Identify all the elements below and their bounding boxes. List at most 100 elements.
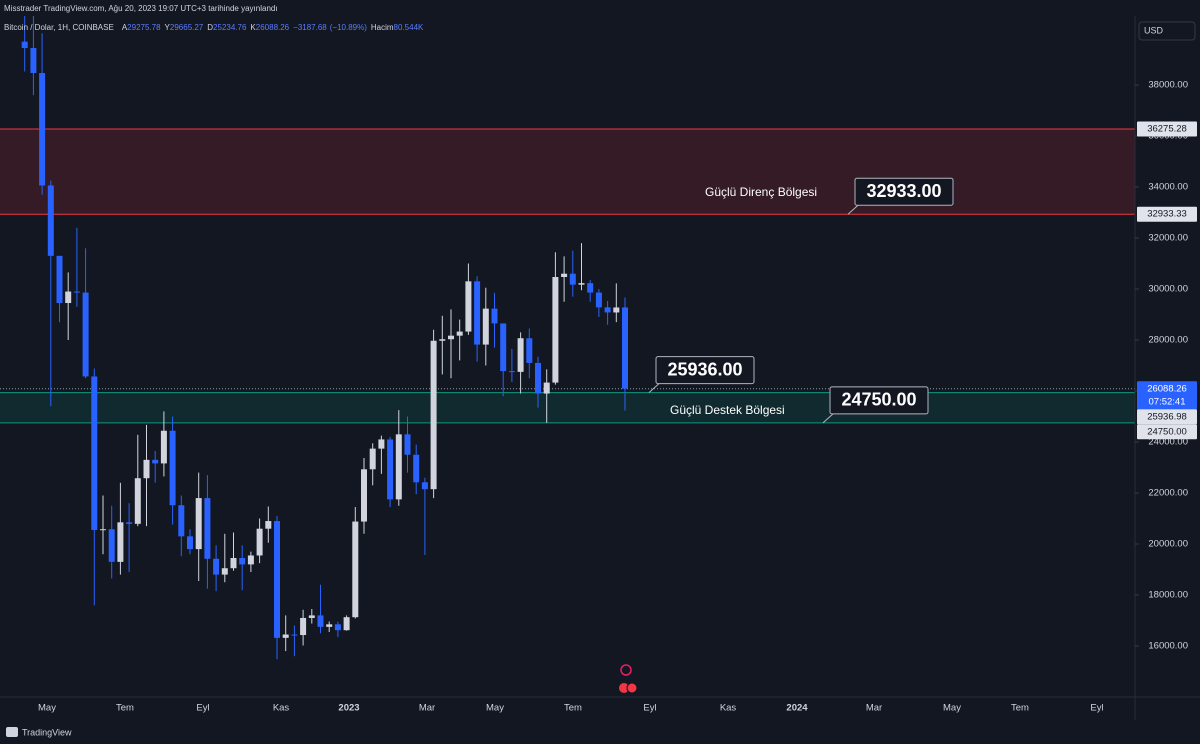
candle-body — [622, 307, 628, 389]
candle-body — [230, 558, 237, 569]
overlay-layer: Güçlü Direnç Bölgesi Güçlü Destek Bölgesi… — [648, 177, 954, 424]
volume-label: Hacim — [371, 23, 394, 32]
candle-body — [239, 558, 246, 565]
candle-body — [343, 617, 350, 631]
candle-body — [247, 555, 254, 565]
logo — [6, 727, 18, 737]
event-icon[interactable] — [619, 683, 629, 693]
countdown: 07:52:41 — [1149, 396, 1186, 407]
ohlc-prefix: Y — [165, 23, 171, 32]
candle-body — [587, 283, 594, 293]
candle-body — [561, 273, 568, 278]
ohlc-prefix: D — [207, 23, 213, 32]
candle-body — [308, 615, 315, 618]
candle-body — [604, 307, 611, 313]
change: −3187.68 — [293, 23, 327, 32]
callout-label: 25936.00 — [667, 359, 742, 379]
candle-body — [100, 529, 106, 531]
candle-body — [160, 430, 167, 464]
x-tick-label: Kas — [273, 703, 290, 714]
ohlc-prefix: A — [122, 23, 128, 32]
x-tick-label: Eyl — [1090, 703, 1103, 714]
candle-body — [430, 340, 437, 490]
y-tick-label: 34000.00 — [1148, 182, 1188, 193]
candle-body — [378, 439, 385, 449]
candle-body — [56, 255, 63, 304]
y-tick-label: 38000.00 — [1148, 80, 1188, 91]
candle-body — [300, 617, 307, 636]
ohlc-value: 26088.26 — [256, 23, 290, 32]
candle-body — [352, 521, 359, 618]
candle-body — [526, 338, 533, 363]
ohlc-prefix: K — [250, 23, 256, 32]
zone — [0, 392, 1135, 423]
x-tick-label: Mar — [866, 703, 882, 714]
zone — [0, 128, 1135, 215]
y-tick-label: 22000.00 — [1148, 488, 1188, 499]
symbol: Bitcoin / Dolar, 1H, COINBASE — [4, 23, 114, 32]
callout-label: 32933.00 — [866, 181, 941, 201]
ohlc-value: 25234.76 — [213, 23, 247, 32]
price-tag — [1137, 409, 1197, 425]
candle-body — [47, 185, 54, 256]
candle-body — [595, 292, 602, 308]
price-tag-label: 32933.33 — [1147, 209, 1187, 220]
candle-body — [169, 430, 176, 506]
candle-body — [187, 536, 193, 550]
candle-body — [21, 41, 28, 49]
candle-body — [82, 292, 89, 377]
x-tick-label: May — [943, 703, 961, 714]
x-tick-label: Tem — [1011, 703, 1029, 714]
currency: USD — [1144, 25, 1164, 35]
event-icon[interactable] — [620, 664, 632, 676]
axes-layer: 16000.00 18000.00 20000.00 22000.00 24000.00… — [38, 80, 1197, 714]
x-tick-label: Eyl — [196, 703, 209, 714]
candle-body — [439, 339, 446, 341]
y-tick-label: 28000.00 — [1148, 335, 1188, 346]
candle-body — [613, 307, 620, 313]
candle-body — [274, 521, 280, 638]
candle-body — [543, 382, 550, 394]
candle-body — [456, 331, 463, 336]
candle-body — [108, 529, 115, 562]
price-tag — [1137, 206, 1197, 222]
top-bar — [0, 0, 1200, 16]
callout-pointer — [648, 383, 660, 393]
y-tick-label: 16000.00 — [1148, 641, 1188, 652]
y-tick-label: 20000.00 — [1148, 539, 1188, 550]
event-icon[interactable] — [626, 682, 638, 694]
candle-body — [39, 73, 46, 186]
candle-body — [395, 434, 402, 500]
candle-body — [500, 323, 507, 372]
candle-body — [30, 48, 37, 74]
candle-body — [465, 281, 472, 332]
candle-body — [221, 568, 228, 575]
y-tick-label: 32000.00 — [1148, 233, 1188, 244]
callout-label: 24750.00 — [841, 390, 916, 410]
candle-body — [578, 283, 585, 285]
ohlc-value: 29665.27 — [170, 23, 204, 32]
candle-body — [326, 624, 333, 627]
candle-body — [282, 634, 289, 638]
footer-brand: TradingView — [22, 727, 72, 737]
candle-body — [334, 624, 341, 631]
candle-body — [517, 338, 524, 372]
candle-body — [204, 498, 211, 559]
candle-body — [126, 522, 133, 524]
candle-body — [213, 558, 220, 575]
candle-body — [474, 281, 481, 345]
candle-body — [178, 505, 185, 537]
candle-body — [508, 371, 515, 373]
x-tick-label: Tem — [564, 703, 582, 714]
x-tick-label: 2024 — [786, 703, 808, 714]
candle-body — [317, 615, 324, 627]
currency-box — [1138, 21, 1196, 41]
zone-label: Güçlü Direnç Bölgesi — [705, 185, 817, 199]
price-tag — [1137, 121, 1197, 137]
candle-body — [404, 434, 411, 455]
candle-body — [143, 459, 150, 479]
volume: 80.544K — [394, 23, 424, 32]
